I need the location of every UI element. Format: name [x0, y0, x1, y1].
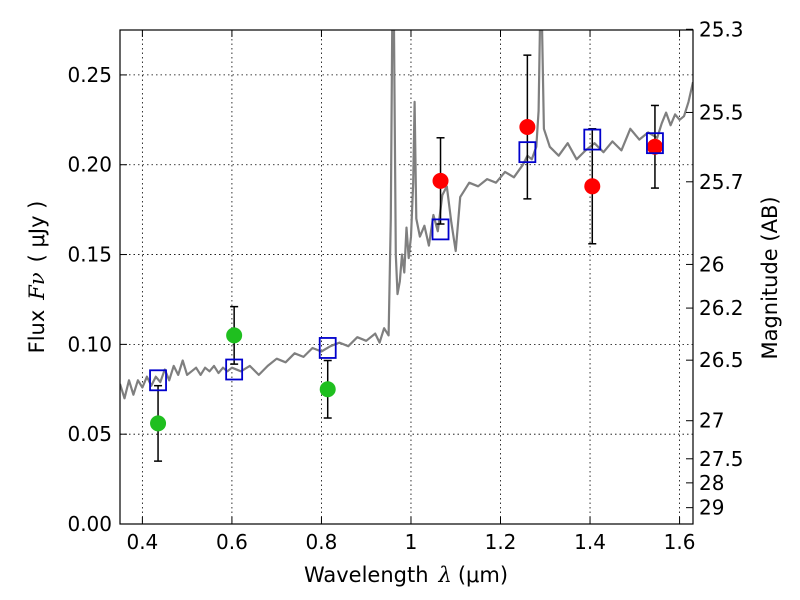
spectrum-layer	[120, 30, 693, 400]
x-tick-label: 1.2	[485, 530, 517, 554]
y-tick-label: 0.20	[67, 153, 112, 177]
y-axis-label: FluxFν( μJy )	[25, 201, 49, 354]
x-axis-label: Wavelength λ (μm)	[304, 563, 508, 587]
y2-tick-label: 27.5	[699, 447, 744, 471]
y-axis-ticks: 0.00 0.05 0.10 0.15 0.20 0.25	[67, 63, 127, 536]
x-axis-ticks: 0.4 0.6 0.8 1 1.2 1.4 1.6	[126, 30, 695, 554]
x-tick-label: 1	[405, 530, 418, 554]
observed-flux-point	[646, 138, 663, 155]
y2-tick-label: 26.2	[699, 296, 744, 320]
x-tick-label: 1.4	[574, 530, 606, 554]
y-tick-label: 0.15	[67, 243, 112, 267]
y2-tick-label: 27	[699, 409, 724, 433]
observed-flux-point	[584, 178, 601, 195]
y2-tick-label: 25.5	[699, 100, 744, 124]
observed-flux-point	[519, 119, 536, 136]
observed-flux-point	[226, 327, 243, 344]
x-tick-label: 0.4	[126, 530, 158, 554]
y2-tick-label: 28	[699, 471, 724, 495]
observed-flux-point	[432, 172, 449, 189]
model-photometry-square	[646, 132, 664, 155]
x-tick-label: 0.8	[306, 530, 338, 554]
model-photometry-square	[149, 369, 167, 392]
y2-tick-label: 26	[699, 252, 724, 276]
y2-tick-label: 26.5	[699, 348, 744, 372]
model-spectrum-line	[120, 30, 693, 400]
y-tick-label: 0.10	[67, 332, 112, 356]
model-photometry-square	[518, 141, 537, 164]
y2-axis-label: Magnitude (AB)	[758, 196, 782, 359]
y-tick-label: 0.25	[67, 63, 112, 87]
marker-layer	[149, 119, 664, 432]
x-tick-label: 1.6	[664, 530, 696, 554]
x-tick-label: 0.6	[216, 530, 248, 554]
model-photometry-square	[318, 337, 337, 359]
y2-tick-label: 29	[699, 496, 724, 520]
y-tick-label: 0.00	[67, 512, 112, 536]
plot-frame	[119, 29, 694, 525]
model-photometry-square	[225, 358, 244, 381]
model-photometry-square	[583, 128, 602, 151]
observed-flux-point	[319, 381, 336, 398]
y2-tick-label: 25.3	[699, 17, 744, 41]
y2-tick-label: 25.7	[699, 170, 744, 194]
observed-flux-point	[150, 415, 167, 432]
model-photometry-square	[431, 218, 450, 241]
y-tick-label: 0.05	[67, 422, 112, 446]
